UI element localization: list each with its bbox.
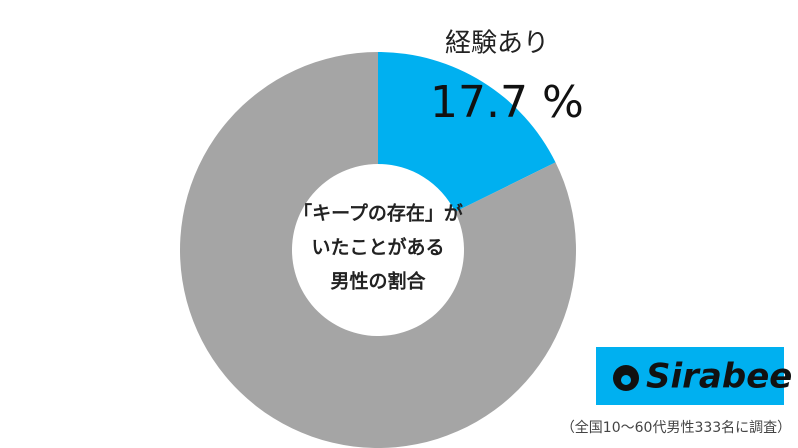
- footnote: （全国10～60代男性333名に調査）: [561, 419, 791, 436]
- donut-slice: [179, 52, 576, 448]
- center-text: 男性の割合: [330, 270, 426, 293]
- logo-icon-eye: [621, 375, 631, 385]
- value-label: 17.7 %: [430, 77, 584, 128]
- center-text: 「キープの存在」が: [293, 202, 463, 225]
- center-text: いたことがある: [311, 236, 444, 259]
- donut-slice: [378, 52, 556, 212]
- slice-label: 経験あり: [445, 29, 549, 59]
- logo-text: Sirabee: [646, 357, 792, 397]
